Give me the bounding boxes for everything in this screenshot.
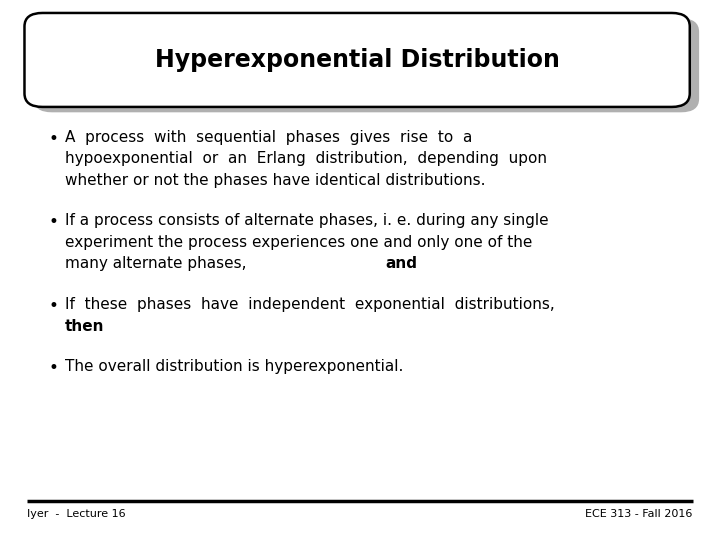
Text: experiment the process experiences one and only one of the: experiment the process experiences one a… bbox=[65, 235, 532, 250]
Text: Iyer  -  Lecture 16: Iyer - Lecture 16 bbox=[27, 509, 126, 519]
Text: If  these  phases  have  independent  exponential  distributions,: If these phases have independent exponen… bbox=[65, 297, 554, 312]
Text: then: then bbox=[65, 319, 104, 334]
Text: many alternate phases,: many alternate phases, bbox=[65, 256, 251, 272]
Text: and: and bbox=[385, 256, 417, 272]
Text: Hyperexponential Distribution: Hyperexponential Distribution bbox=[155, 48, 559, 72]
FancyBboxPatch shape bbox=[34, 18, 699, 112]
Text: •: • bbox=[49, 130, 59, 147]
Text: •: • bbox=[49, 213, 59, 231]
Text: The overall distribution is hyperexponential.: The overall distribution is hyperexponen… bbox=[65, 359, 403, 374]
Text: •: • bbox=[49, 297, 59, 315]
Text: If a process consists of alternate phases, i. e. during any single: If a process consists of alternate phase… bbox=[65, 213, 549, 228]
Text: A  process  with  sequential  phases  gives  rise  to  a: A process with sequential phases gives r… bbox=[65, 130, 472, 145]
Text: hypoexponential  or  an  Erlang  distribution,  depending  upon: hypoexponential or an Erlang distributio… bbox=[65, 151, 546, 166]
Text: ECE 313 - Fall 2016: ECE 313 - Fall 2016 bbox=[585, 509, 693, 519]
Text: whether or not the phases have identical distributions.: whether or not the phases have identical… bbox=[65, 173, 485, 188]
FancyBboxPatch shape bbox=[24, 13, 690, 107]
Text: •: • bbox=[49, 359, 59, 377]
